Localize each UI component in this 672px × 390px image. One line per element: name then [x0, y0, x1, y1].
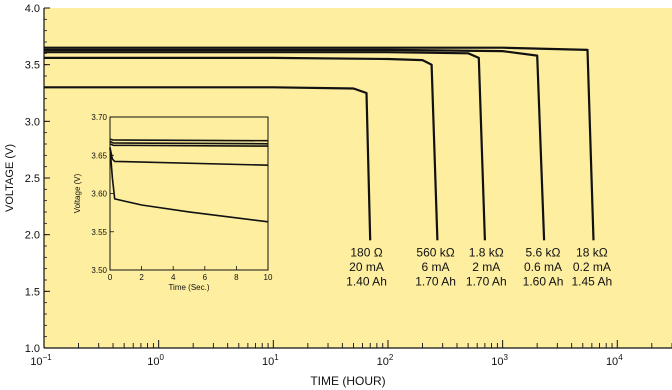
y-tick-label: 4.0 [25, 3, 40, 15]
curve-annotation: 1.45 Ah [571, 274, 612, 288]
y-tick-label: 1.5 [25, 286, 40, 298]
curve-annotation: 0.2 mA [573, 260, 611, 274]
curve-annotation: 1.70 Ah [466, 274, 507, 288]
curve-annotation: 5.6 kΩ [526, 245, 561, 259]
discharge-curve [44, 51, 486, 241]
discharge-curve [44, 86, 372, 241]
inset-y-tick-label: 3.70 [91, 113, 107, 122]
curve-annotation: 1.8 kΩ [469, 245, 504, 259]
inset-x-axis-title: Time (Sec.) [168, 283, 209, 292]
inset-x-tick-label: 6 [203, 273, 208, 282]
inset-curve [109, 147, 269, 166]
x-tick-label: 103 [491, 353, 508, 368]
curve-annotation: 18 kΩ [576, 245, 608, 259]
inset-curve [109, 143, 269, 147]
y-tick-label: 2.0 [25, 230, 40, 242]
inset-y-tick-label: 3.60 [91, 190, 107, 199]
curve-annotation: 2 mA [472, 260, 500, 274]
x-axis-title: TIME (HOUR) [310, 374, 385, 388]
inset-x-tick-label: 0 [108, 273, 113, 282]
inset-x-tick-label: 10 [264, 273, 273, 282]
inset-y-tick-label: 3.65 [91, 151, 107, 160]
x-tick-label: 100 [147, 353, 164, 368]
inset-y-tick-label: 3.50 [91, 266, 107, 275]
y-tick-label: 3.5 [25, 60, 40, 72]
curve-annotation: 180 Ω [350, 245, 382, 259]
inset-x-tick-label: 2 [139, 273, 144, 282]
curve-annotation: 0.6 mA [524, 260, 562, 274]
curve-annotation: 1.70 Ah [415, 274, 456, 288]
y-tick-label: 3.0 [25, 116, 40, 128]
curve-annotation: 1.60 Ah [523, 274, 564, 288]
inset-curve [109, 138, 269, 142]
curve-annotation: 20 mA [349, 260, 384, 274]
y-tick-label: 1.0 [25, 343, 40, 355]
plot-background [44, 8, 672, 348]
y-axis-title: VOLTAGE (V) [4, 144, 16, 212]
inset-plot: 3.50 3.55 3.60 3.65 3.70 0 2 4 6 8 10 [91, 113, 273, 282]
inset-curve [109, 147, 269, 223]
discharge-curve [44, 56, 439, 241]
discharge-curve [44, 48, 546, 241]
y-tick-label: 2.5 [25, 173, 40, 185]
curve-annotation: 6 mA [422, 260, 450, 274]
inset-curve [109, 140, 269, 145]
curve-annotation: 1.40 Ah [346, 274, 387, 288]
curve-annotation: 560 kΩ [416, 245, 454, 259]
inset-y-axis-title: Voltage (V) [73, 173, 82, 213]
inset-x-tick-label: 8 [234, 273, 239, 282]
inset-y-tick-label: 3.55 [91, 228, 107, 237]
x-tick-label: 10−1 [30, 353, 52, 368]
x-tick-label: 104 [606, 353, 623, 368]
discharge-curve [44, 46, 595, 241]
main-plot: 1.01.52.02.53.03.54.010−1 100 101 102 103 104… [25, 3, 672, 368]
inset-x-tick-label: 4 [171, 273, 176, 282]
x-tick-label: 102 [377, 353, 394, 368]
x-tick-label: 101 [262, 353, 279, 368]
